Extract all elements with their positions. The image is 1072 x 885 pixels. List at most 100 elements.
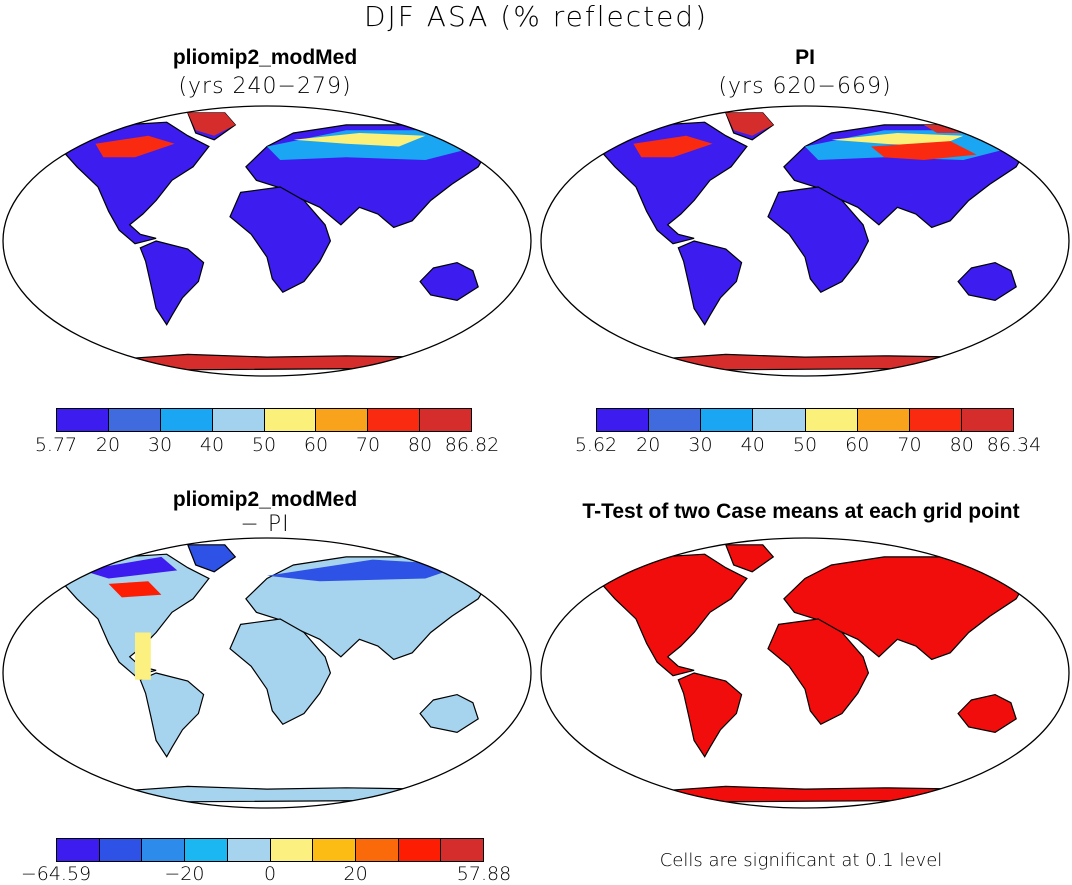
colorbar-tick-label: 50	[251, 434, 277, 456]
albedo-band	[293, 133, 426, 147]
colorbar-tick-label: 80	[407, 434, 433, 456]
colorbar-swatch	[108, 409, 161, 431]
panel-2-subtitle: (yrs 620−669)	[718, 74, 892, 99]
panel-3-subtitle: − PI	[240, 512, 290, 537]
colorbar-tick-label: 70	[897, 434, 922, 456]
colorbar-swatch	[805, 409, 858, 431]
continent-southAmerica	[139, 672, 205, 758]
albedo-band	[725, 112, 774, 136]
albedo-band	[108, 581, 162, 598]
colorbar-swatch	[212, 409, 265, 431]
continent-northAmerica	[60, 121, 210, 245]
colorbar-tick-label: 50	[792, 434, 818, 456]
colorbar-swatch	[142, 839, 186, 861]
panel-4-title: T-Test of two Case means at each grid po…	[582, 500, 1020, 523]
continent-antarctica	[68, 353, 466, 372]
continent-antarctica	[606, 353, 1004, 372]
continent-northAmerica	[60, 553, 210, 677]
continent-northAmerica	[598, 121, 748, 245]
continent-southAmerica	[677, 672, 743, 758]
panel-3-title: pliomip2_modMed	[172, 488, 358, 511]
colorbar-tick-label: −20	[164, 863, 205, 885]
panel-2-colorbar-ticks: 5.62 20 30 40 50 60 70 80 86.34	[575, 434, 1041, 456]
colorbar-tick-label: 70	[355, 434, 381, 456]
continent-southAmerica	[677, 240, 743, 326]
albedo-band	[267, 559, 465, 582]
colorbar-tick-label: 60	[845, 434, 870, 456]
panel-4-map	[540, 537, 1070, 809]
map-border	[2, 105, 532, 377]
colorbar-tick-label: 40	[199, 434, 225, 456]
colorbar-tick-label: −64.59	[20, 863, 92, 885]
albedo-band	[871, 141, 977, 160]
colorbar-swatch	[313, 839, 356, 861]
panel-2-colorbar	[596, 408, 1014, 432]
colorbar-tick-label: 86.82	[444, 434, 500, 456]
continent-australia	[419, 261, 479, 302]
panel-1-map	[2, 105, 532, 377]
albedo-band	[82, 556, 178, 579]
colorbar-tick-label: 20	[343, 863, 368, 885]
continent-africa	[767, 186, 870, 294]
colorbar-swatch	[185, 839, 228, 861]
continent-antarctica	[606, 785, 1004, 804]
colorbar-swatch	[57, 839, 100, 861]
panel-3-map	[2, 537, 532, 809]
colorbar-tick-label: 60	[303, 434, 329, 456]
colorbar-swatch	[441, 839, 484, 861]
albedo-band	[633, 135, 713, 158]
map-border	[540, 537, 1070, 809]
albedo-band	[95, 135, 175, 158]
colorbar-swatch	[270, 839, 314, 861]
continent-greenland	[724, 544, 775, 573]
continent-northAmerica	[598, 553, 748, 677]
panel-4-note: Cells are significant at 0.1 level	[659, 850, 943, 871]
colorbar-tick-label: 86.34	[986, 434, 1042, 456]
colorbar-tick-label: 80	[949, 434, 974, 456]
panel-3-colorbar	[56, 838, 484, 862]
albedo-band	[923, 124, 1003, 133]
colorbar-swatch	[355, 839, 399, 861]
colorbar-swatch	[649, 409, 702, 431]
colorbar-tick-label: 20	[95, 434, 121, 456]
colorbar-swatch	[857, 409, 910, 431]
colorbar-tick-label: 0	[263, 863, 277, 885]
panel-1-title: pliomip2_modMed	[172, 46, 358, 69]
continent-antarctica	[68, 785, 466, 804]
panel-2-map	[540, 105, 1070, 377]
colorbar-tick-label: 40	[740, 434, 765, 456]
albedo-band	[135, 632, 151, 680]
colorbar-swatch	[398, 839, 442, 861]
continent-australia	[419, 693, 479, 734]
colorbar-swatch	[99, 839, 143, 861]
map-border	[540, 105, 1070, 377]
map-border	[2, 537, 532, 809]
panel-3-colorbar-ticks: −64.59 −20 0 20 57.88	[21, 863, 511, 885]
panel-1-colorbar-ticks: 5.77 20 30 40 50 60 70 80 86.82	[35, 434, 499, 456]
continent-africa	[229, 186, 332, 294]
panel-1-colorbar	[56, 408, 472, 432]
colorbar-tick-label: 57.88	[456, 863, 512, 885]
colorbar-swatch	[160, 409, 213, 431]
continent-australia	[957, 261, 1017, 302]
colorbar-tick-label: 20	[636, 434, 661, 456]
continent-australia	[957, 693, 1017, 734]
colorbar-swatch	[597, 409, 650, 431]
continent-southAmerica	[139, 240, 205, 326]
colorbar-swatch	[227, 839, 271, 861]
figure-title: DJF ASA (% reflected)	[363, 0, 709, 33]
continent-africa	[767, 618, 870, 726]
colorbar-swatch	[420, 409, 471, 431]
colorbar-swatch	[753, 409, 806, 431]
colorbar-swatch	[909, 409, 962, 431]
continent-greenland	[186, 544, 237, 573]
panel-1-subtitle: (yrs 240−279)	[178, 74, 352, 99]
colorbar-swatch	[57, 409, 109, 431]
colorbar-tick-label: 5.77	[34, 434, 78, 456]
panel-2-title: PI	[795, 46, 815, 69]
colorbar-tick-label: 5.62	[574, 434, 618, 456]
colorbar-swatch	[961, 409, 1013, 431]
continent-africa	[229, 618, 332, 726]
colorbar-swatch	[316, 409, 369, 431]
colorbar-tick-label: 30	[688, 434, 713, 456]
